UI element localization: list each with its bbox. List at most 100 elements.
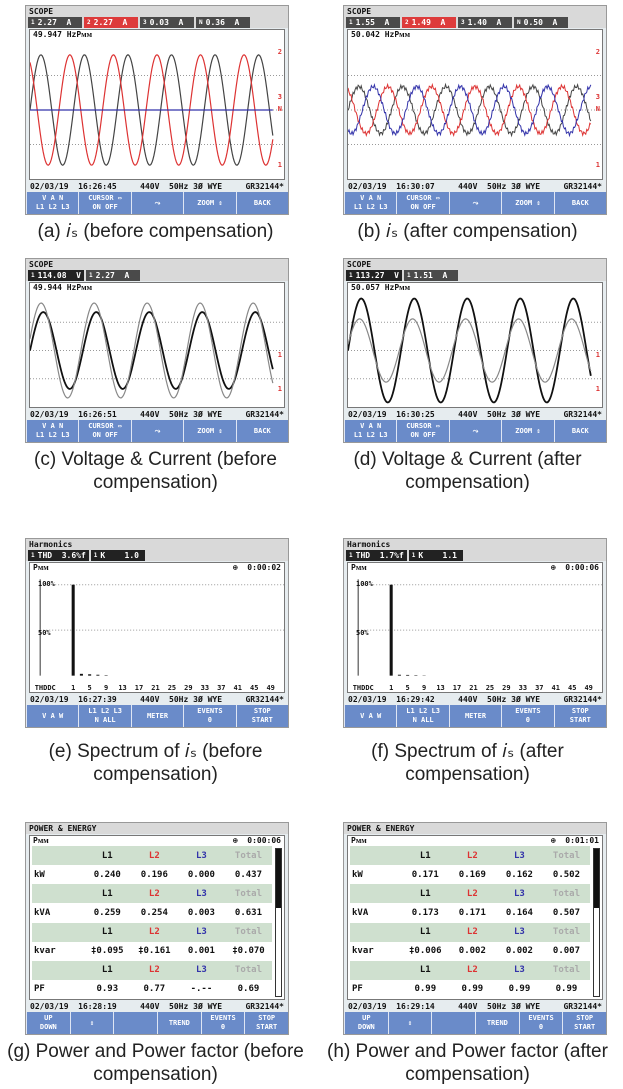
- soft-key[interactable]: ⇕: [388, 1012, 432, 1034]
- soft-key[interactable]: EVENTS 0: [183, 705, 235, 727]
- soft-key[interactable]: V A N L1 L2 L3: [344, 192, 396, 214]
- x-tick-label: 49: [584, 684, 592, 692]
- soft-key[interactable]: V A N L1 L2 L3: [26, 192, 78, 214]
- soft-key[interactable]: L1 L2 L3 N ALL: [78, 705, 130, 727]
- soft-key[interactable]: METER: [449, 705, 501, 727]
- soft-key[interactable]: TREND: [157, 1012, 201, 1034]
- x-tick-label: 33: [519, 684, 527, 692]
- reading-value: 0.03 A: [150, 18, 184, 27]
- reading-tag: 1: [31, 19, 35, 26]
- table-value: 0.240: [84, 865, 131, 884]
- column-header: L3: [178, 884, 225, 903]
- status-text: GR32144*: [563, 694, 602, 705]
- table-cell: [32, 846, 84, 865]
- soft-key[interactable]: EVENTS 0: [201, 1012, 245, 1034]
- soft-key[interactable]: BACK: [554, 192, 606, 214]
- readings-bar: 11.55 A21.49 A31.40 AN0.50 A: [344, 17, 606, 28]
- soft-key[interactable]: ⤳: [449, 420, 501, 442]
- table-value: 0.69: [225, 980, 272, 999]
- screen-title: POWER & ENERGY: [26, 823, 288, 834]
- soft-key[interactable]: CURSOR ⇔ ON OFF: [396, 192, 448, 214]
- soft-key[interactable]: STOP START: [236, 705, 288, 727]
- soft-key[interactable]: BACK: [236, 192, 288, 214]
- status-line: 02/03/19 16:29:14440V 50Hz 3Ø WYEGR32144…: [344, 1001, 606, 1012]
- trace-label: N: [596, 105, 600, 113]
- column-header: L1: [84, 923, 131, 942]
- column-header: Total: [225, 923, 272, 942]
- x-tick-label: 21: [151, 684, 159, 692]
- trace-label: 2: [278, 48, 282, 56]
- soft-key[interactable]: ZOOM ⇕: [183, 420, 235, 442]
- trace-label: 1: [596, 161, 600, 169]
- x-tick-label: 25: [168, 684, 176, 692]
- soft-key[interactable]: UP DOWN: [344, 1012, 388, 1034]
- soft-key[interactable]: ⇕: [70, 1012, 114, 1034]
- info-text: 49.947 HzPᴍᴍ: [33, 30, 92, 40]
- reading-tag: 1: [31, 552, 35, 559]
- soft-key[interactable]: STOP START: [244, 1012, 288, 1034]
- spectrum-plot: [30, 574, 284, 681]
- reading-tag: 3: [461, 19, 465, 26]
- soft-key[interactable]: V A W: [344, 705, 396, 727]
- soft-key[interactable]: V A N L1 L2 L3: [344, 420, 396, 442]
- harmonic-bar: [96, 675, 99, 676]
- reading: 1THD 3.6%f: [28, 550, 89, 561]
- soft-key[interactable]: CURSOR ⇔ ON OFF: [396, 420, 448, 442]
- soft-key[interactable]: V A W: [26, 705, 78, 727]
- x-tick-label: 13: [118, 684, 126, 692]
- soft-key[interactable]: METER: [131, 705, 183, 727]
- soft-key[interactable]: BACK: [236, 420, 288, 442]
- soft-key-blank: [113, 1012, 157, 1034]
- soft-key[interactable]: ZOOM ⇕: [501, 192, 553, 214]
- soft-key[interactable]: V A N L1 L2 L3: [26, 420, 78, 442]
- harmonic-bar: [72, 585, 75, 676]
- trace-label: 3: [596, 93, 600, 101]
- waveform-plot: [30, 41, 284, 179]
- soft-key[interactable]: L1 L2 L3 N ALL: [396, 705, 448, 727]
- reading-tag: 2: [405, 19, 409, 26]
- reading-tag: 1: [94, 552, 98, 559]
- y-tick-label: 50%: [356, 629, 369, 637]
- soft-key[interactable]: EVENTS 0: [519, 1012, 563, 1034]
- soft-key[interactable]: ⤳: [131, 192, 183, 214]
- soft-key[interactable]: BACK: [554, 420, 606, 442]
- column-header: Total: [543, 846, 590, 865]
- analyzer-screen: POWER & ENERGYPᴍᴍ⊕ 0:00:06L1L2L3TotalkW0…: [25, 822, 289, 1035]
- info-text: Pᴍᴍ: [33, 563, 49, 573]
- info-text: 49.944 HzPᴍᴍ: [33, 283, 92, 293]
- soft-key[interactable]: ⤳: [449, 192, 501, 214]
- x-tick-label: 17: [453, 684, 461, 692]
- column-header: L1: [84, 884, 131, 903]
- waveform-plot: [348, 41, 602, 179]
- soft-key[interactable]: STOP START: [554, 705, 606, 727]
- soft-key[interactable]: ZOOM ⇕: [501, 420, 553, 442]
- table-value: ‡0.095: [84, 942, 131, 961]
- reading-tag: 2: [87, 19, 91, 26]
- row-label: PF: [32, 980, 84, 999]
- x-tick-label: 21: [469, 684, 477, 692]
- soft-key[interactable]: ZOOM ⇕: [183, 192, 235, 214]
- status-text: 02/03/19 16:30:07: [348, 181, 435, 192]
- reading: 11.51 A: [404, 270, 458, 281]
- table-cell: [350, 884, 402, 903]
- screen-title: SCOPE: [344, 259, 606, 270]
- table-value: 0.162: [496, 865, 543, 884]
- caption: (c) Voltage & Current (before compensati…: [0, 448, 311, 494]
- soft-key[interactable]: CURSOR ⇔ ON OFF: [78, 420, 130, 442]
- reading-value: 0.36 A: [206, 18, 240, 27]
- soft-key[interactable]: UP DOWN: [26, 1012, 70, 1034]
- column-header: L3: [496, 923, 543, 942]
- caption: (h) Power and Power factor (after compen…: [312, 1040, 623, 1086]
- soft-key[interactable]: CURSOR ⇔ ON OFF: [78, 192, 130, 214]
- soft-key[interactable]: ⤳: [131, 420, 183, 442]
- soft-key[interactable]: EVENTS 0: [501, 705, 553, 727]
- soft-key[interactable]: TREND: [475, 1012, 519, 1034]
- soft-key[interactable]: STOP START: [562, 1012, 606, 1034]
- x-tick-label: 33: [201, 684, 209, 692]
